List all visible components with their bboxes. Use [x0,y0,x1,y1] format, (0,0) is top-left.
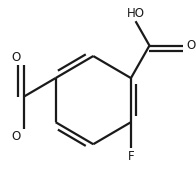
Text: O: O [186,39,195,52]
Text: O: O [11,51,20,64]
Text: HO: HO [127,7,145,20]
Text: O: O [11,130,20,143]
Text: F: F [128,150,134,163]
